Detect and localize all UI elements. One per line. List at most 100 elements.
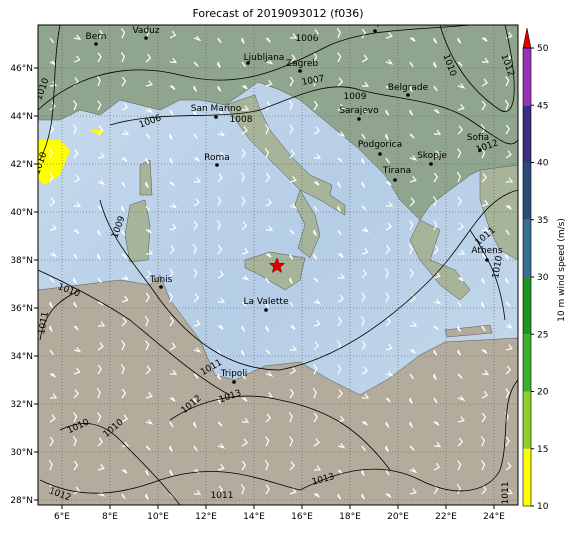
- wind-barb: [241, 61, 246, 68]
- wind-barb: [481, 57, 490, 63]
- wind-barb: [73, 202, 82, 208]
- title: Forecast of 2019093012 (f036): [192, 7, 363, 20]
- colorbar-tick-label: 15: [537, 445, 548, 455]
- wind-barb: [457, 395, 466, 402]
- wind-barb: [481, 412, 487, 423]
- wind-barb: [409, 321, 418, 327]
- wind-barb: [361, 81, 370, 87]
- wind-barb: [121, 229, 126, 236]
- wind-barb: [169, 223, 177, 231]
- wind-barb: [360, 316, 365, 327]
- wind-barb: [313, 492, 320, 498]
- y-tick-label: 34°N: [10, 352, 33, 362]
- wind-barb: [337, 443, 346, 449]
- wind-barb: [433, 108, 440, 114]
- x-tick-label: 6°E: [54, 512, 70, 522]
- wind-barb: [217, 37, 222, 44]
- wind-barb: [168, 445, 173, 452]
- wind-barb: [360, 469, 365, 476]
- y-tick-label: 42°N: [10, 160, 33, 170]
- wind-barb: [384, 133, 389, 140]
- wind-barb: [265, 436, 270, 447]
- wind-barb: [480, 460, 486, 471]
- wind-barb: [481, 227, 490, 233]
- wind-barb: [456, 172, 461, 183]
- city-dot: [144, 36, 148, 40]
- wind-barb: [120, 205, 125, 212]
- wind-barb: [409, 421, 414, 428]
- wind-barb: [408, 85, 413, 92]
- wind-barb: [433, 397, 438, 404]
- wind-barb: [168, 133, 173, 140]
- wind-barb: [73, 55, 81, 63]
- x-tick-label: 24°E: [483, 512, 505, 522]
- wind-barb: [361, 181, 366, 188]
- wind-barb: [289, 436, 294, 447]
- wind-barb: [481, 78, 489, 87]
- wind-barb: [265, 37, 271, 43]
- wind-barb: [265, 349, 271, 355]
- wind-barb: [265, 172, 271, 183]
- wind-barb: [408, 397, 413, 404]
- wind-barb: [433, 220, 438, 231]
- wind-barb: [217, 196, 222, 207]
- wind-barb: [169, 30, 177, 39]
- wind-barb: [145, 270, 152, 279]
- wind-barb: [481, 390, 489, 399]
- wind-barb: [313, 341, 320, 351]
- wind-barb: [169, 268, 174, 279]
- wind-barb: [193, 133, 198, 140]
- colorbar-label: 10 m wind speed (m/s): [557, 218, 567, 322]
- wind-barb: [217, 297, 226, 303]
- wind-barb: [409, 348, 416, 354]
- wind-barb: [360, 157, 365, 164]
- wind-barb: [121, 468, 128, 474]
- wind-barb: [217, 464, 225, 471]
- wind-barb: [193, 220, 198, 231]
- wind-barb: [169, 157, 174, 164]
- wind-barb: [289, 203, 298, 209]
- wind-barb: [289, 176, 297, 183]
- frame: [37, 24, 519, 506]
- wind-barb: [193, 293, 200, 303]
- isobar-label: 1011: [211, 491, 234, 501]
- wind-barb: [288, 277, 293, 284]
- wind-barb: [456, 325, 461, 332]
- city-label: Ljubljana: [244, 53, 285, 63]
- wind-barb: [505, 53, 512, 63]
- wind-barb: [433, 299, 442, 305]
- wind-barb: [96, 388, 101, 399]
- wind-barb: [145, 53, 152, 63]
- colorbar-segment: [523, 334, 531, 392]
- wind-barb: [336, 340, 341, 351]
- wind-barb: [481, 199, 489, 207]
- wind-barb: [433, 349, 438, 356]
- y-tick-label: 28°N: [10, 496, 33, 506]
- wind-barb: [504, 253, 509, 260]
- wind-barb: [217, 151, 225, 159]
- wind-barb: [121, 388, 127, 399]
- wind-barb: [97, 437, 104, 447]
- wind-barb: [72, 100, 78, 111]
- wind-barb: [121, 76, 127, 87]
- wind-barb: [169, 245, 175, 255]
- wind-barb: [97, 342, 104, 351]
- city-dot: [485, 258, 489, 262]
- colorbar: 10 15 20 25 30 35 40 45 50: [522, 27, 549, 512]
- wind-barb: [49, 172, 54, 183]
- wind-barb: [265, 325, 270, 332]
- wind-barb: [433, 37, 438, 44]
- wind-barb: [505, 323, 514, 330]
- wind-barb: [217, 244, 223, 255]
- wind-barb: [457, 104, 465, 111]
- wind-barb: [385, 157, 390, 164]
- city-dot: [232, 380, 236, 384]
- wind-barb: [193, 268, 198, 279]
- city-dot: [264, 308, 268, 312]
- wind-barb: [313, 465, 322, 471]
- wind-barb: [361, 340, 366, 351]
- wind-barb: [241, 417, 250, 423]
- isobar-label: 1008: [230, 115, 253, 125]
- wind-barb: [481, 36, 488, 42]
- graticule: [38, 25, 518, 505]
